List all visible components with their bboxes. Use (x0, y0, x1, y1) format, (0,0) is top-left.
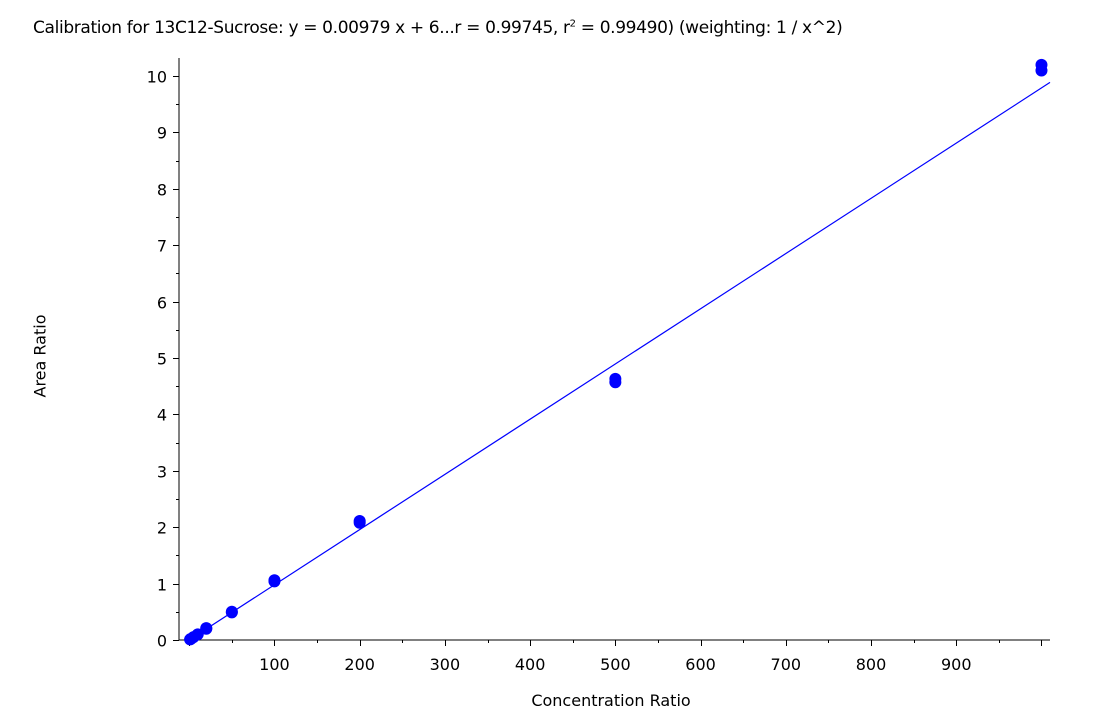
plot-axes: 0 1 2 3 4 5 6 7 8 9 10 100 200 300 400 500 600 700 800 900 (147, 58, 1050, 674)
data-point (609, 372, 622, 385)
data-point (200, 622, 213, 635)
x-tick-label: 100 (259, 655, 290, 674)
y-tick-label: 8 (157, 181, 167, 200)
y-axis-label: Area Ratio (30, 314, 50, 398)
title-superscript: 2 (569, 18, 576, 30)
y-tick-label: 2 (157, 519, 167, 538)
data-point (225, 605, 238, 618)
data-points (184, 58, 1048, 646)
y-tick-label: 6 (157, 294, 167, 313)
x-tick-label: 300 (430, 655, 461, 674)
x-tick-label: 200 (344, 655, 375, 674)
y-tick-label: 0 (157, 632, 167, 651)
data-point (191, 628, 204, 641)
data-point (268, 574, 281, 587)
x-tick-label: 700 (771, 655, 802, 674)
chart-title: Calibration for 13C12-Sucrose: y = 0.009… (33, 18, 843, 38)
y-tick-label: 5 (157, 350, 167, 369)
fit-line (188, 81, 1051, 641)
y-tick-label: 7 (157, 237, 167, 256)
x-tick-label: 900 (941, 655, 972, 674)
data-point (1035, 58, 1048, 71)
data-point (353, 515, 366, 528)
title-suffix: = 0.99490) (weighting: 1 / x^2) (575, 18, 843, 38)
fit-line-group (188, 81, 1051, 641)
y-tick-label: 1 (157, 576, 167, 595)
x-tick-label: 500 (600, 655, 631, 674)
y-tick-label: 9 (157, 124, 167, 143)
y-tick-label: 4 (157, 406, 167, 425)
x-tick-label: 600 (685, 655, 716, 674)
x-tick-label: 400 (515, 655, 546, 674)
x-axis-label: Concentration Ratio (531, 691, 691, 710)
title-prefix: Calibration for 13C12-Sucrose: y = 0.009… (33, 18, 570, 38)
x-tick-label: 800 (856, 655, 887, 674)
y-tick-label: 3 (157, 463, 167, 482)
y-tick-label: 10 (147, 68, 167, 87)
